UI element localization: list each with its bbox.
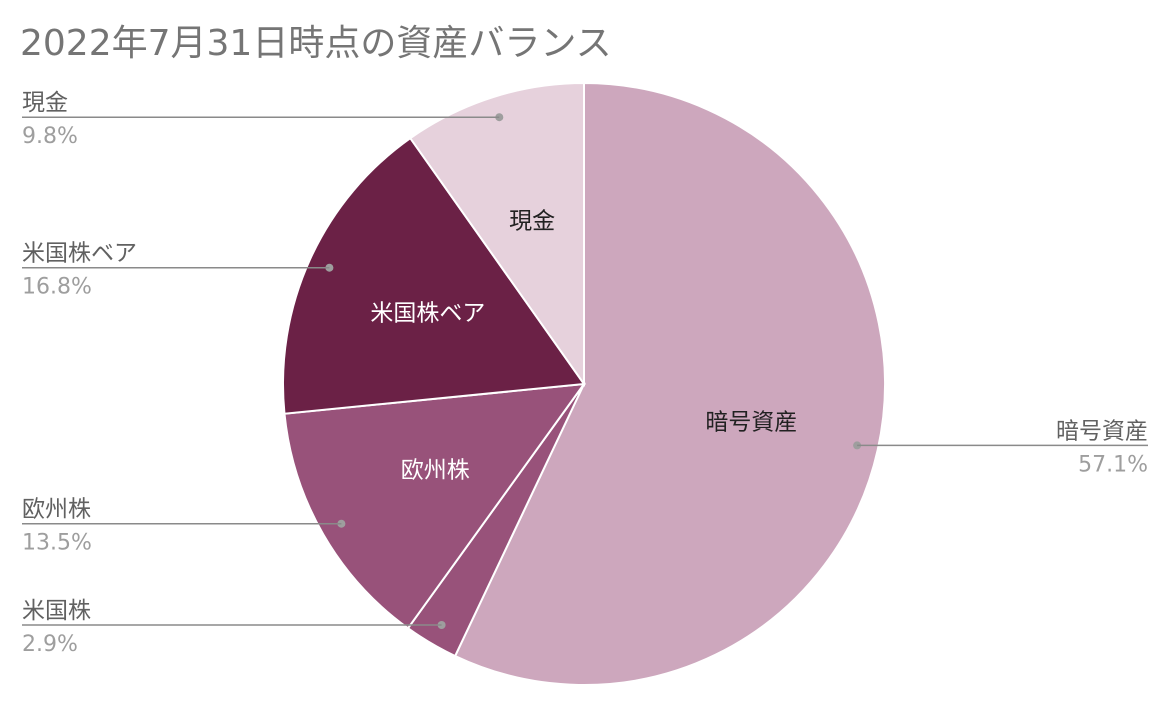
leader-lines	[22, 113, 1148, 629]
inner-label-slice-0: 暗号資産	[705, 410, 797, 436]
outer-percent-slice-0: 57.1%	[1078, 452, 1148, 477]
pie-slice-3	[282, 136, 586, 415]
inner-label-slice-3: 米国株ベア	[370, 301, 485, 327]
inner-label-slice-2: 欧州株	[401, 458, 470, 484]
outer-percent-slice-3: 16.8%	[22, 275, 92, 300]
outer-label-slice-2: 欧州株	[22, 497, 91, 523]
pie-slice-0	[453, 81, 886, 686]
outer-percent-slice-4: 9.8%	[22, 124, 78, 149]
outer-percent-slice-2: 13.5%	[22, 531, 92, 556]
pie-slice-4	[408, 81, 585, 388]
pie-slices	[282, 81, 886, 686]
outer-label-slice-1: 米国株	[22, 598, 91, 624]
outer-percent-slice-1: 2.9%	[22, 632, 78, 657]
outer-label-slice-4: 現金	[22, 90, 68, 116]
pie-slice-2	[283, 382, 587, 630]
inner-label-slice-4: 現金	[509, 209, 555, 235]
chart-title: 2022年7月31日時点の資産バランス	[20, 23, 612, 64]
outer-labels: 暗号資産 57.1% 米国株 2.9% 欧州株 13.5% 米国株ベア 16.8% 現金 9.8%	[22, 90, 1148, 657]
outer-label-slice-3: 米国株ベア	[22, 241, 137, 267]
outer-label-slice-0: 暗号資産	[1056, 418, 1148, 444]
